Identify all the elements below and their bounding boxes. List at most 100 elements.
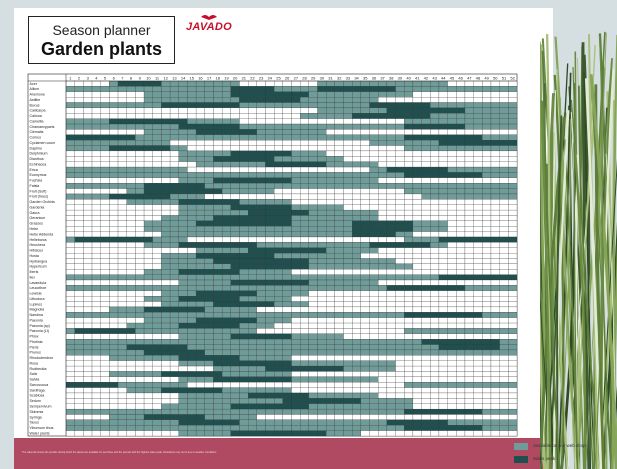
week-cell bbox=[213, 328, 223, 334]
week-cell bbox=[291, 296, 301, 302]
grass-blade bbox=[552, 110, 570, 469]
week-cell bbox=[135, 306, 145, 313]
week-cell bbox=[343, 166, 353, 173]
week-cell bbox=[317, 113, 327, 119]
week-cell bbox=[161, 306, 171, 313]
week-cell bbox=[213, 285, 223, 291]
week-cell bbox=[456, 263, 466, 270]
week-cell bbox=[187, 274, 197, 281]
week-cell bbox=[91, 365, 101, 372]
week-cell bbox=[395, 177, 405, 184]
week-cell bbox=[490, 188, 500, 195]
week-cell bbox=[248, 252, 257, 259]
week-cell bbox=[161, 183, 171, 189]
week-cell bbox=[74, 371, 84, 377]
week-cell bbox=[473, 419, 483, 426]
week-cell bbox=[178, 172, 188, 178]
week-cell bbox=[291, 80, 301, 87]
week-cell bbox=[65, 86, 75, 92]
week-cell bbox=[308, 322, 318, 329]
week-cell bbox=[213, 301, 223, 308]
week-cell bbox=[473, 242, 483, 248]
week-cell bbox=[117, 172, 127, 178]
week-cell bbox=[230, 91, 240, 98]
week-cell bbox=[213, 376, 223, 383]
week-header: 27 bbox=[294, 75, 299, 80]
week-cell bbox=[352, 145, 362, 152]
week-cell bbox=[438, 414, 448, 420]
week-cell bbox=[248, 419, 257, 426]
week-cell bbox=[126, 258, 136, 265]
week-cell bbox=[221, 328, 231, 334]
week-cell bbox=[187, 236, 197, 243]
week-cell bbox=[508, 145, 518, 152]
week-cell bbox=[109, 107, 119, 114]
week-cell bbox=[438, 220, 448, 227]
week-cell bbox=[109, 166, 119, 173]
week-cell bbox=[282, 118, 292, 125]
week-cell bbox=[83, 408, 93, 415]
week-cell bbox=[187, 97, 197, 103]
week-cell bbox=[412, 129, 422, 135]
week-cell bbox=[74, 102, 84, 109]
week-cell bbox=[369, 177, 379, 184]
week-cell bbox=[256, 425, 266, 431]
week-cell bbox=[300, 247, 309, 254]
week-cell bbox=[352, 236, 362, 243]
week-cell bbox=[508, 408, 518, 415]
week-cell bbox=[508, 258, 518, 265]
week-cell bbox=[100, 236, 110, 243]
week-cell bbox=[369, 398, 379, 404]
week-cell bbox=[395, 247, 405, 254]
plant-label: Hibiscus bbox=[30, 249, 44, 253]
week-cell bbox=[352, 113, 362, 119]
week-cell bbox=[438, 209, 448, 216]
week-cell bbox=[482, 425, 492, 431]
week-cell bbox=[161, 398, 171, 404]
week-cell bbox=[109, 118, 119, 125]
week-cell bbox=[421, 279, 431, 286]
week-cell bbox=[508, 419, 518, 426]
week-cell bbox=[456, 430, 466, 437]
week-cell bbox=[265, 274, 275, 281]
week-cell bbox=[256, 306, 266, 313]
week-cell bbox=[248, 123, 257, 130]
week-cell bbox=[169, 312, 179, 318]
week-cell bbox=[265, 140, 275, 146]
week-cell bbox=[291, 333, 301, 340]
week-cell bbox=[421, 166, 431, 173]
week-cell bbox=[256, 419, 266, 426]
week-cell bbox=[195, 425, 205, 431]
week-cell bbox=[395, 403, 405, 410]
week-cell bbox=[482, 215, 492, 221]
week-cell bbox=[508, 296, 518, 302]
week-cell bbox=[274, 290, 283, 297]
week-cell bbox=[360, 419, 370, 426]
week-cell bbox=[239, 204, 249, 211]
week-cell bbox=[256, 376, 266, 383]
week-cell bbox=[352, 188, 362, 195]
week-cell bbox=[204, 312, 214, 318]
week-cell bbox=[187, 360, 197, 367]
week-cell bbox=[274, 322, 283, 329]
week-cell bbox=[421, 344, 431, 351]
week-cell bbox=[447, 215, 457, 221]
week-cell bbox=[490, 382, 500, 388]
week-cell bbox=[74, 91, 84, 98]
week-cell bbox=[300, 414, 309, 420]
week-cell bbox=[395, 371, 405, 377]
week-cell bbox=[326, 102, 335, 109]
week-cell bbox=[430, 177, 440, 184]
week-cell bbox=[221, 145, 231, 152]
week-cell bbox=[126, 290, 136, 297]
week-cell bbox=[326, 322, 335, 329]
week-cell bbox=[74, 279, 84, 286]
week-cell bbox=[65, 382, 75, 388]
week-cell bbox=[352, 80, 362, 87]
week-cell bbox=[326, 193, 335, 200]
week-cell bbox=[109, 134, 119, 141]
week-cell bbox=[91, 97, 101, 103]
week-cell bbox=[91, 371, 101, 377]
week-cell bbox=[248, 209, 257, 216]
week-cell bbox=[352, 150, 362, 157]
